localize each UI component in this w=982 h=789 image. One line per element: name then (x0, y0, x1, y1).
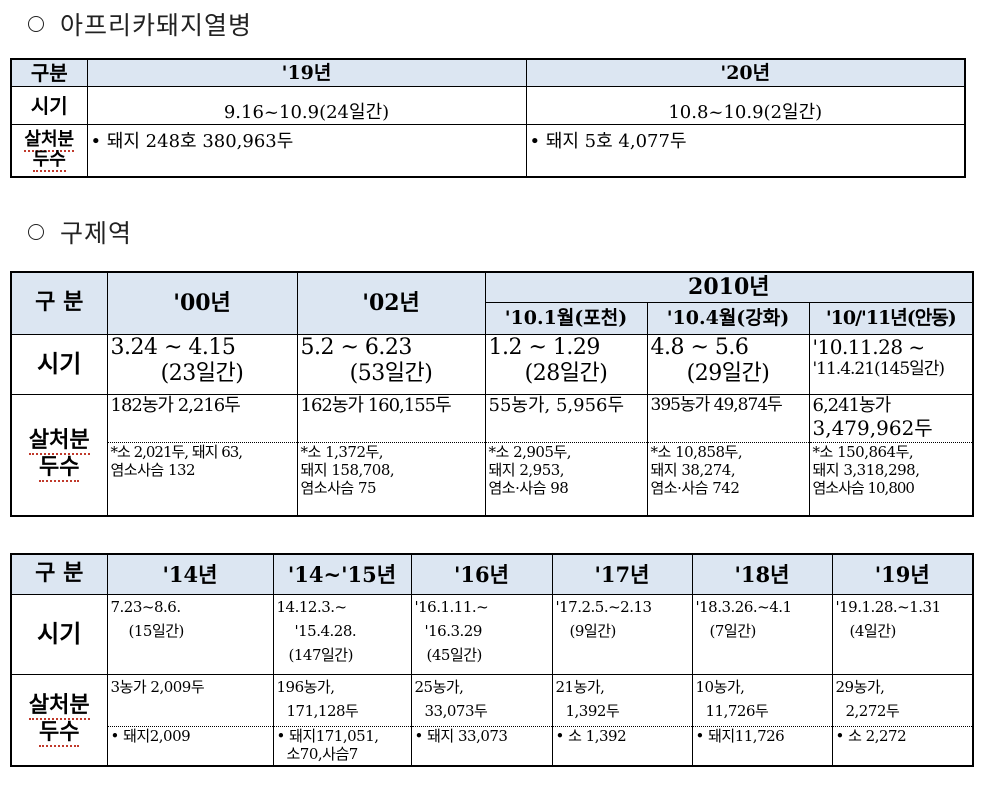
fmd-table-1: 구 분 '00년 '02년 2010년 '10.1월(포천) '10.4월(강화… (10, 271, 975, 517)
sub-header: '10/'11년(안동) (808, 301, 974, 335)
year-header: '02년 (296, 271, 486, 335)
period-cell: 5.2 ~ 6.23 (53일간) (296, 333, 486, 395)
row-label-period: 시기 (10, 333, 108, 395)
sub-header: '10.1월(포천) (484, 301, 648, 335)
farm-count-cell: 395농가 49,874두 (646, 393, 810, 443)
year-header: '16년 (410, 553, 553, 595)
year-header: '00년 (106, 271, 298, 335)
period-cell: 3.24 ~ 4.15 (23일간) (106, 333, 298, 395)
detail-cell: • 돼지2,009 (106, 725, 274, 767)
year-header: '14년 (106, 553, 274, 595)
year-header: '20년 (525, 58, 966, 87)
period-cell: '19.1.28.~1.31 (4일간) (831, 593, 974, 675)
detail-cell: • 소 2,272 (831, 725, 974, 767)
farm-count-cell: 196농가, 171,128두 (272, 673, 412, 727)
year-header: '17년 (551, 553, 693, 595)
farm-count-cell: 162농가 160,155두 (296, 393, 486, 443)
detail-cell: *소 2,021두, 돼지 63, 염소사슴 132 (106, 441, 298, 517)
sub-header: '10.4월(강화) (646, 301, 810, 335)
row-label-count: 살처분 두수 (10, 124, 88, 177)
circle-bullet-icon (28, 224, 44, 240)
fmd-table-2: 구 분 '14년 '14~'15년 '16년 '17년 '18년 '19년 시기… (10, 553, 974, 767)
count-cell: • 돼지 248호 380,963두 (86, 124, 527, 177)
period-cell: '17.2.5.~2.13 (9일간) (551, 593, 693, 675)
detail-cell: • 돼지 33,073 (410, 725, 553, 767)
year-header: '18년 (691, 553, 833, 595)
period-cell: 7.23~8.6. (15일간) (106, 593, 274, 675)
detail-cell: • 돼지171,051, 소70,사슴7 (272, 725, 412, 767)
asf-table: 구분 '19년 '20년 시기 9.16~10.9(24일간) 10.8~10.… (10, 58, 966, 178)
row-label-count: 살처분 두수 (10, 393, 108, 517)
period-cell: '18.3.26.~4.1 (7일간) (691, 593, 833, 675)
detail-cell: *소 2,905두, 돼지 2,953, 염소·사슴 98 (484, 441, 648, 517)
col-label: 구 분 (10, 553, 108, 595)
detail-cell: • 소 1,392 (551, 725, 693, 767)
period-cell: '16.1.11.~ '16.3.29 (45일간) (410, 593, 553, 675)
row-label-period: 시기 (10, 86, 88, 125)
count-cell: • 돼지 5호 4,077두 (525, 124, 966, 177)
row-label-period: 시기 (10, 593, 108, 675)
detail-cell: *소 1,372두, 돼지 158,708, 염소사슴 75 (296, 441, 486, 517)
farm-count-cell: 21농가, 1,392두 (551, 673, 693, 727)
period-cell: 9.16~10.9(24일간) (86, 86, 527, 125)
section-heading-asf: 아프리카돼지열병 (28, 6, 252, 42)
year-header: '14~'15년 (272, 553, 412, 595)
farm-count-cell: 29농가, 2,272두 (831, 673, 974, 727)
year-header: '19년 (831, 553, 974, 595)
farm-count-cell: 3농가 2,009두 (106, 673, 274, 727)
period-cell: 4.8 ~ 5.6 (29일간) (646, 333, 810, 395)
section-heading-fmd: 구제역 (28, 214, 132, 250)
period-cell: 1.2 ~ 1.29 (28일간) (484, 333, 648, 395)
detail-cell: • 돼지11,726 (691, 725, 833, 767)
farm-count-cell: 25농가, 33,073두 (410, 673, 553, 727)
period-cell: '10.11.28 ~ '11.4.21(145일간) (808, 333, 974, 395)
farm-count-cell: 6,241농가 3,479,962두 (808, 393, 974, 443)
farm-count-cell: 55농가, 5,956두 (484, 393, 648, 443)
period-cell: 14.12.3.~ '15.4.28. (147일간) (272, 593, 412, 675)
detail-cell: *소 150,864두, 돼지 3,318,298, 염소사슴 10,800 (808, 441, 974, 517)
year-header: 2010년 (484, 271, 974, 303)
col-label: 구분 (10, 58, 88, 87)
farm-count-cell: 10농가, 11,726두 (691, 673, 833, 727)
year-header: '19년 (86, 58, 527, 87)
detail-cell: *소 10,858두, 돼지 38,274, 염소·사슴 742 (646, 441, 810, 517)
period-cell: 10.8~10.9(2일간) (525, 86, 966, 125)
circle-bullet-icon (28, 16, 44, 32)
farm-count-cell: 182농가 2,216두 (106, 393, 298, 443)
col-label: 구 분 (10, 271, 108, 335)
row-label-count: 살처분 두수 (10, 673, 108, 767)
